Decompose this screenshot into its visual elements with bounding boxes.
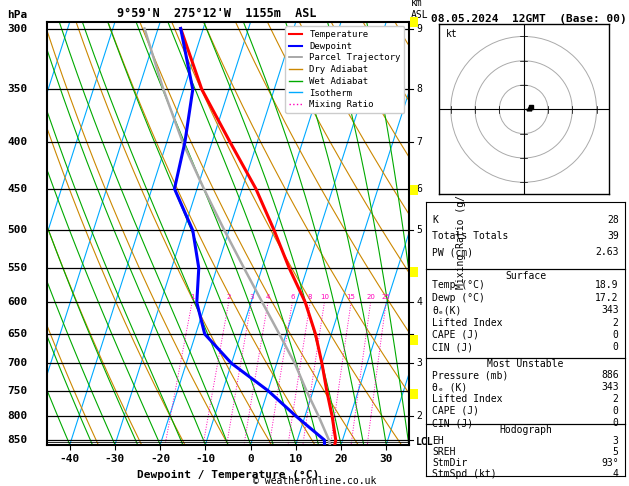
Text: Lifted Index: Lifted Index: [432, 394, 503, 404]
Text: 18.9: 18.9: [595, 280, 619, 291]
Text: 4: 4: [613, 469, 619, 479]
Text: Most Unstable: Most Unstable: [487, 359, 564, 369]
Text: Hodograph: Hodograph: [499, 425, 552, 435]
Text: 800: 800: [7, 411, 27, 421]
Text: ►: ►: [410, 389, 418, 399]
Text: 2: 2: [226, 295, 231, 300]
Text: 550: 550: [7, 263, 27, 273]
Text: ►: ►: [410, 185, 418, 194]
Text: 1: 1: [190, 295, 194, 300]
Text: 600: 600: [7, 297, 27, 308]
Text: 2.63: 2.63: [595, 247, 619, 258]
Text: Pressure (mb): Pressure (mb): [432, 370, 509, 380]
Text: StmSpd (kt): StmSpd (kt): [432, 469, 497, 479]
Text: ►: ►: [410, 17, 418, 27]
Text: © weatheronline.co.uk: © weatheronline.co.uk: [253, 476, 376, 486]
Text: hPa: hPa: [7, 10, 27, 20]
Text: 28: 28: [607, 214, 619, 225]
Text: 650: 650: [7, 329, 27, 339]
Text: 500: 500: [7, 226, 27, 235]
Text: 886: 886: [601, 370, 619, 380]
Text: CAPE (J): CAPE (J): [432, 406, 479, 416]
Text: 2: 2: [416, 411, 422, 421]
Text: kt: kt: [445, 29, 457, 39]
Text: 3: 3: [416, 358, 422, 368]
Text: Totals Totals: Totals Totals: [432, 231, 509, 241]
Text: 7: 7: [416, 137, 422, 147]
Text: StmDir: StmDir: [432, 458, 467, 468]
Text: 400: 400: [7, 137, 27, 147]
Text: 15: 15: [347, 295, 355, 300]
Text: CIN (J): CIN (J): [432, 418, 474, 428]
Text: 3: 3: [613, 436, 619, 446]
Text: SREH: SREH: [432, 447, 456, 457]
Text: 6: 6: [416, 184, 422, 194]
Text: 08.05.2024  12GMT  (Base: 00): 08.05.2024 12GMT (Base: 00): [431, 14, 626, 24]
Text: 0: 0: [613, 406, 619, 416]
Text: θₑ (K): θₑ (K): [432, 382, 467, 392]
Text: 300: 300: [7, 23, 27, 34]
Text: 343: 343: [601, 382, 619, 392]
Text: 17.2: 17.2: [595, 293, 619, 303]
Text: 2: 2: [613, 317, 619, 328]
Text: 4: 4: [416, 297, 422, 308]
Text: 39: 39: [607, 231, 619, 241]
Text: 9°59'N  275°12'W  1155m  ASL: 9°59'N 275°12'W 1155m ASL: [118, 7, 317, 20]
Text: 8: 8: [416, 85, 422, 94]
Text: 93°: 93°: [601, 458, 619, 468]
Text: Temp (°C): Temp (°C): [432, 280, 486, 291]
Text: ►: ►: [410, 267, 418, 277]
Text: 25: 25: [382, 295, 391, 300]
Text: CIN (J): CIN (J): [432, 342, 474, 352]
Text: ►: ►: [410, 335, 418, 345]
Text: 5: 5: [613, 447, 619, 457]
Legend: Temperature, Dewpoint, Parcel Trajectory, Dry Adiabat, Wet Adiabat, Isotherm, Mi: Temperature, Dewpoint, Parcel Trajectory…: [285, 26, 404, 113]
Text: Surface: Surface: [505, 271, 546, 281]
Text: 20: 20: [366, 295, 375, 300]
X-axis label: Dewpoint / Temperature (°C): Dewpoint / Temperature (°C): [137, 470, 319, 480]
Text: 0: 0: [613, 342, 619, 352]
Text: 4: 4: [266, 295, 270, 300]
Text: 343: 343: [601, 305, 619, 315]
Text: LCL: LCL: [416, 437, 434, 448]
Text: 6: 6: [290, 295, 294, 300]
Text: 0: 0: [613, 330, 619, 340]
Text: Lifted Index: Lifted Index: [432, 317, 503, 328]
Text: 8: 8: [308, 295, 313, 300]
Text: 350: 350: [7, 85, 27, 94]
Text: 9: 9: [416, 23, 422, 34]
Text: 3: 3: [249, 295, 253, 300]
Text: 700: 700: [7, 358, 27, 368]
Text: PW (cm): PW (cm): [432, 247, 474, 258]
Text: 5: 5: [416, 226, 422, 235]
Text: Dewp (°C): Dewp (°C): [432, 293, 486, 303]
Text: km
ASL: km ASL: [411, 0, 428, 20]
Text: 2: 2: [613, 394, 619, 404]
Text: EH: EH: [432, 436, 444, 446]
Text: 10: 10: [320, 295, 329, 300]
Text: 0: 0: [613, 418, 619, 428]
Text: θₑ(K): θₑ(K): [432, 305, 462, 315]
Text: K: K: [432, 214, 438, 225]
Text: 750: 750: [7, 385, 27, 396]
Text: CAPE (J): CAPE (J): [432, 330, 479, 340]
Text: Mixing Ratio (g/kg): Mixing Ratio (g/kg): [456, 177, 466, 289]
Text: 450: 450: [7, 184, 27, 194]
Text: 850: 850: [7, 435, 27, 445]
